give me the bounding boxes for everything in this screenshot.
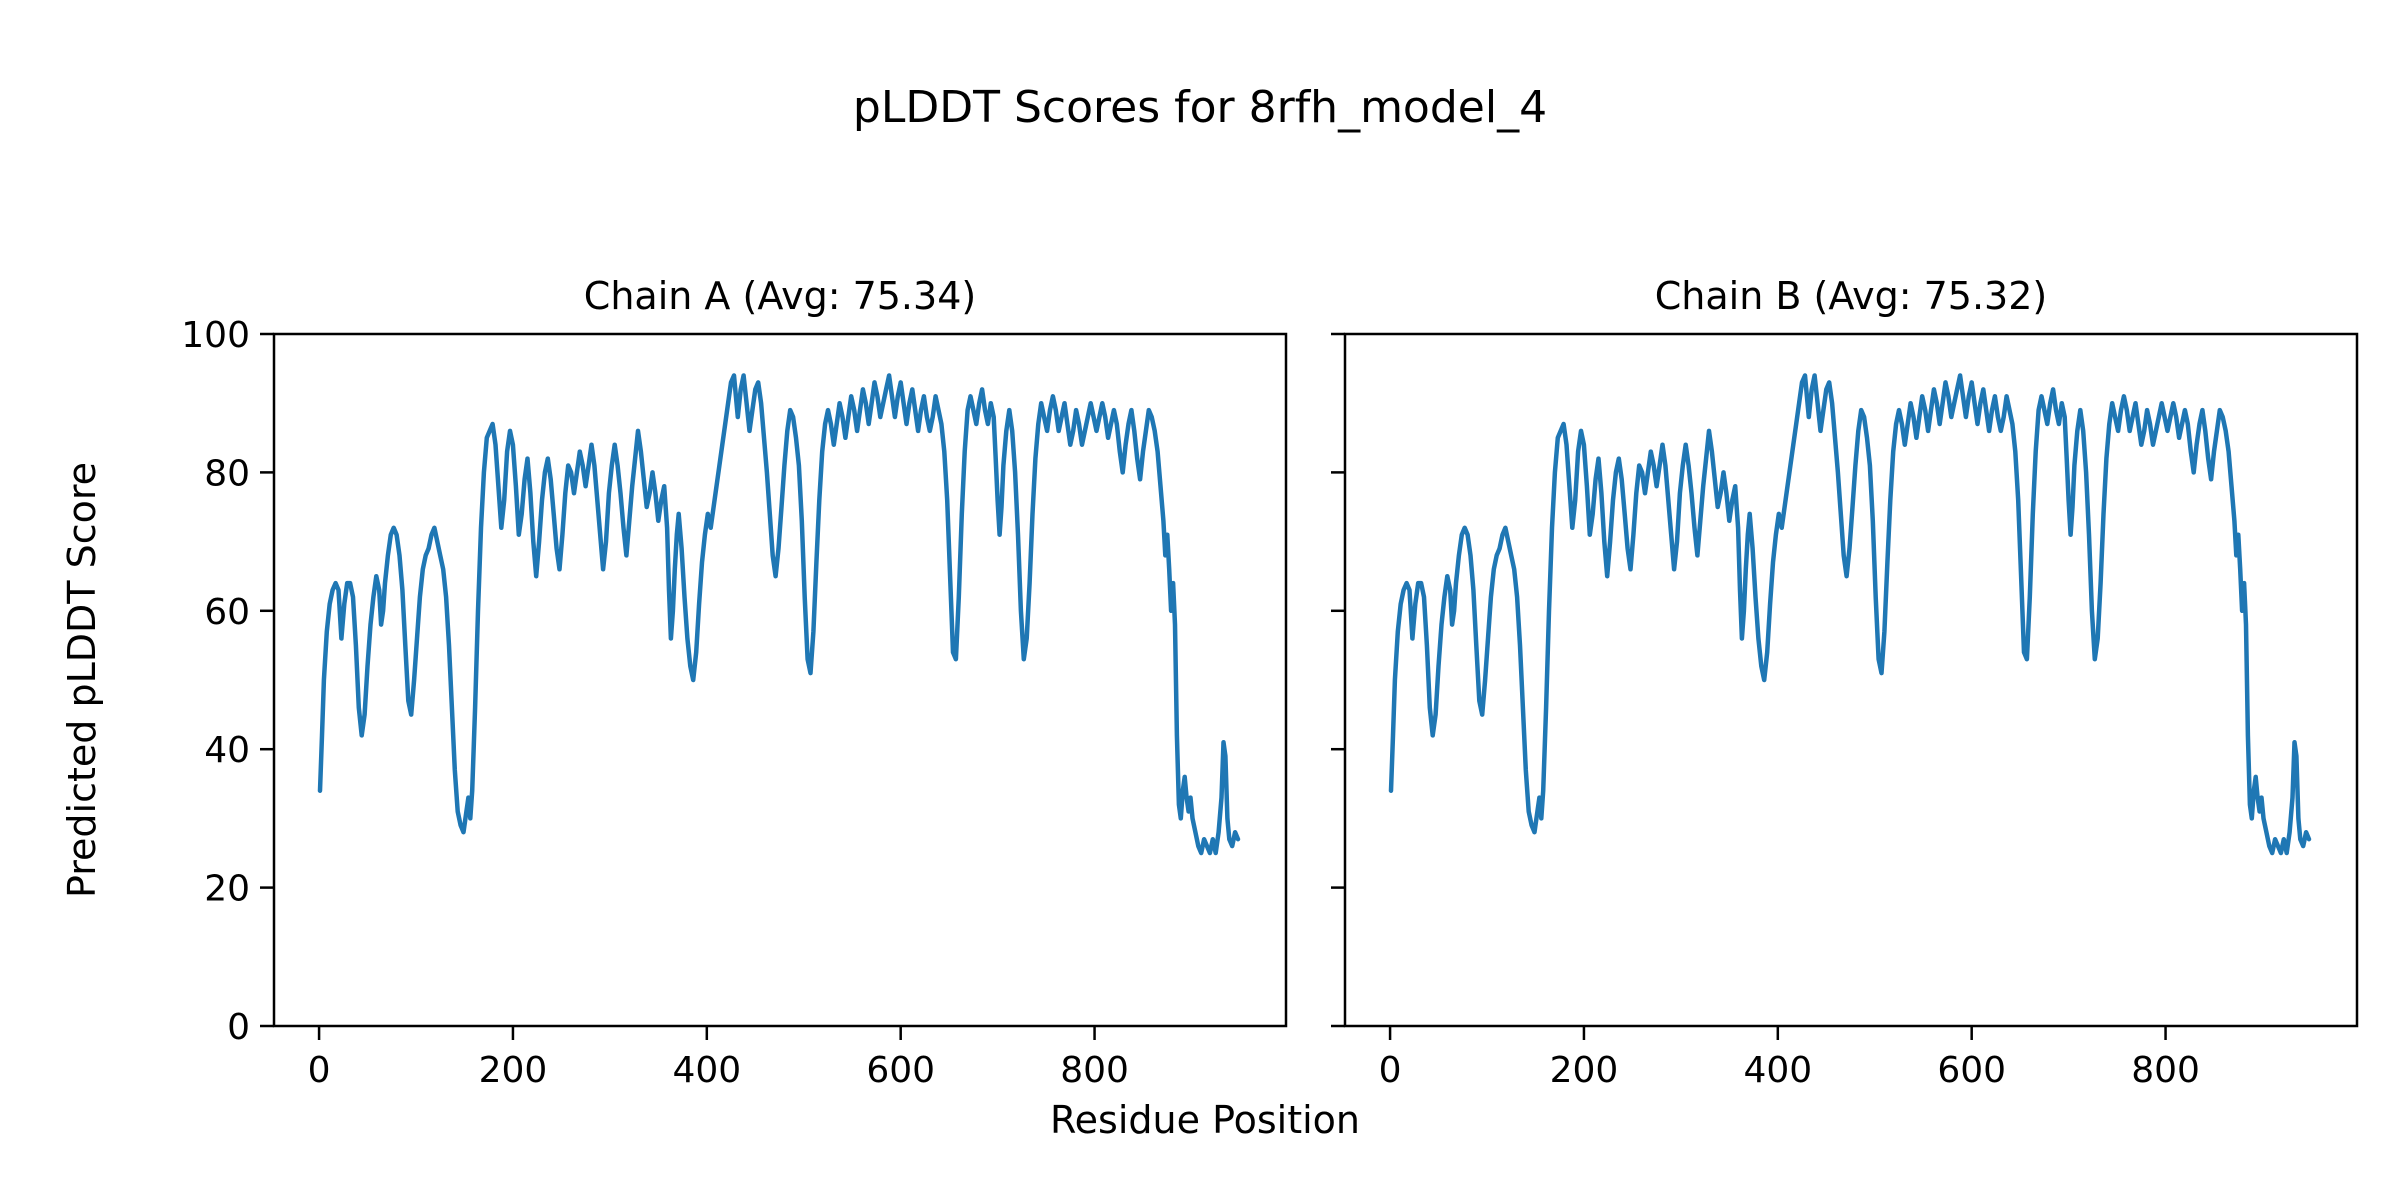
y-tick-label: 20	[204, 869, 250, 910]
figure-title: pLDDT Scores for 8rfh_model_4	[853, 82, 1547, 133]
x-axis-label: Residue Position	[1050, 1098, 1360, 1142]
subplot-title-chain-b: Chain B (Avg: 75.32)	[1655, 274, 2047, 318]
subplot-chain-b: Chain B (Avg: 75.32) 0 200 400 600 800	[1331, 274, 2359, 1091]
x-tick-label: 600	[1937, 1050, 2006, 1091]
x-tick-label: 800	[2131, 1050, 2200, 1091]
x-tick-label: 400	[1743, 1050, 1812, 1091]
x-tick-label: 200	[479, 1050, 548, 1091]
y-tick-label: 80	[204, 453, 250, 494]
plddt-line-chain-a	[317, 373, 1241, 856]
x-tick-label: 0	[1379, 1050, 1402, 1091]
x-tick-label: 200	[1550, 1050, 1619, 1091]
y-tick-label: 60	[204, 592, 250, 633]
x-tick-label: 800	[1060, 1050, 1129, 1091]
x-tick-label: 400	[672, 1050, 741, 1091]
y-tick-label: 40	[204, 730, 250, 771]
subplot-title-chain-a: Chain A (Avg: 75.34)	[584, 274, 976, 318]
y-tick-label: 100	[181, 315, 250, 356]
y-axis-label: Predicted pLDDT Score	[60, 462, 104, 898]
y-tick-label: 0	[227, 1007, 250, 1048]
subplot-chain-a: Chain A (Avg: 75.34) 0 200 400 600 800 0 20 40 6…	[181, 274, 1288, 1091]
x-tick-label: 600	[866, 1050, 935, 1091]
x-tick-label: 0	[308, 1050, 331, 1091]
plddt-line-chain-b	[1388, 373, 2312, 856]
